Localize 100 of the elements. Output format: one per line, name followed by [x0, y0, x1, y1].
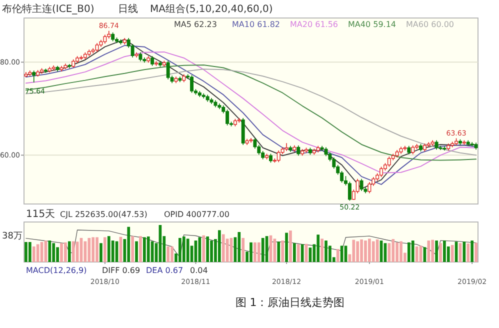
- text: 115天: [26, 209, 56, 220]
- candlestick: [190, 74, 194, 94]
- bar: [324, 240, 328, 262]
- bar: [443, 240, 446, 262]
- bar: [360, 239, 363, 262]
- bar: [127, 226, 130, 262]
- text: DIFF 0.69: [102, 266, 140, 275]
- bar: [139, 236, 142, 262]
- candlestick: [226, 109, 230, 126]
- bar: [470, 240, 474, 262]
- bar: [293, 243, 296, 262]
- bar: [104, 237, 106, 262]
- bar: [48, 240, 52, 262]
- bar: [411, 240, 414, 262]
- bar: [466, 244, 470, 262]
- bar: [372, 241, 375, 262]
- bar: [285, 232, 288, 262]
- text: DEA 0.67: [146, 266, 184, 275]
- bar: [396, 242, 398, 262]
- bar: [450, 244, 454, 262]
- bar: [32, 246, 36, 262]
- candlestick: [284, 142, 288, 152]
- bar: [100, 243, 102, 262]
- bar: [146, 236, 150, 262]
- bar: [238, 232, 241, 262]
- text: MA5 62.23: [174, 20, 217, 29]
- bar: [435, 240, 438, 262]
- candlestick: [166, 60, 170, 80]
- bar: [88, 238, 91, 262]
- bar: [261, 238, 264, 262]
- bar: [170, 246, 174, 262]
- bar: [368, 238, 371, 262]
- bar: [28, 242, 32, 262]
- bar: [352, 240, 356, 262]
- candlestick: [387, 156, 391, 168]
- candlestick: [150, 56, 154, 66]
- text: MACD(12,26,9): [26, 266, 87, 275]
- candlestick: [348, 181, 352, 202]
- candlestick: [296, 145, 300, 156]
- bar: [202, 235, 206, 262]
- text: MA60 60.00: [406, 20, 454, 29]
- bar: [296, 244, 300, 262]
- text: MA20 61.56: [290, 20, 338, 29]
- text: 日线: [118, 3, 138, 15]
- text: OPID 400777.00: [164, 210, 230, 219]
- bar: [289, 230, 292, 262]
- text: 38万: [2, 231, 22, 242]
- candlestick: [32, 70, 36, 83]
- bar: [72, 241, 75, 262]
- bar: [407, 242, 410, 262]
- bar: [242, 238, 245, 262]
- caption: 图 1：原油日线走势图: [235, 296, 345, 309]
- bar: [336, 249, 340, 262]
- bar: [210, 240, 213, 262]
- bar: [320, 238, 324, 262]
- bar: [178, 238, 182, 262]
- text: CJL 252635.00(47.53): [60, 210, 148, 219]
- bar: [277, 242, 280, 262]
- bar: [431, 240, 434, 262]
- bar: [376, 239, 379, 262]
- bar: [52, 243, 56, 262]
- bar: [250, 242, 252, 262]
- bar: [186, 238, 190, 262]
- bar: [107, 236, 110, 262]
- bar: [92, 237, 95, 262]
- bar: [254, 242, 256, 262]
- bar: [392, 239, 395, 262]
- candlestick: [470, 142, 474, 147]
- bar: [439, 243, 442, 262]
- bar: [135, 241, 138, 262]
- bar: [24, 242, 28, 262]
- candlestick: [360, 178, 364, 192]
- candlestick: [253, 138, 257, 150]
- chart-title: 布伦特主连(ICE_B0): [2, 3, 94, 15]
- bar: [281, 240, 284, 262]
- bar: [131, 236, 134, 262]
- candlestick: [241, 118, 245, 146]
- candlestick: [130, 44, 134, 58]
- candlestick: [434, 140, 438, 150]
- bar: [96, 237, 98, 262]
- bar: [142, 237, 146, 262]
- bar: [222, 234, 225, 262]
- bar: [356, 241, 360, 262]
- candlestick: [368, 182, 372, 194]
- bar: [400, 241, 402, 262]
- bar: [364, 240, 367, 262]
- bar: [68, 241, 71, 262]
- bar: [64, 242, 67, 262]
- bar: [166, 246, 170, 262]
- text: MA10 61.82: [232, 20, 280, 29]
- text: 0.04: [190, 266, 208, 275]
- bar: [206, 236, 209, 262]
- text: MA40 59.14: [348, 20, 396, 29]
- bar: [218, 230, 221, 262]
- bar: [474, 242, 478, 262]
- bar: [56, 247, 59, 262]
- bar: [427, 240, 430, 262]
- bar: [182, 236, 186, 262]
- candlestick: [276, 150, 280, 163]
- bar: [60, 243, 63, 262]
